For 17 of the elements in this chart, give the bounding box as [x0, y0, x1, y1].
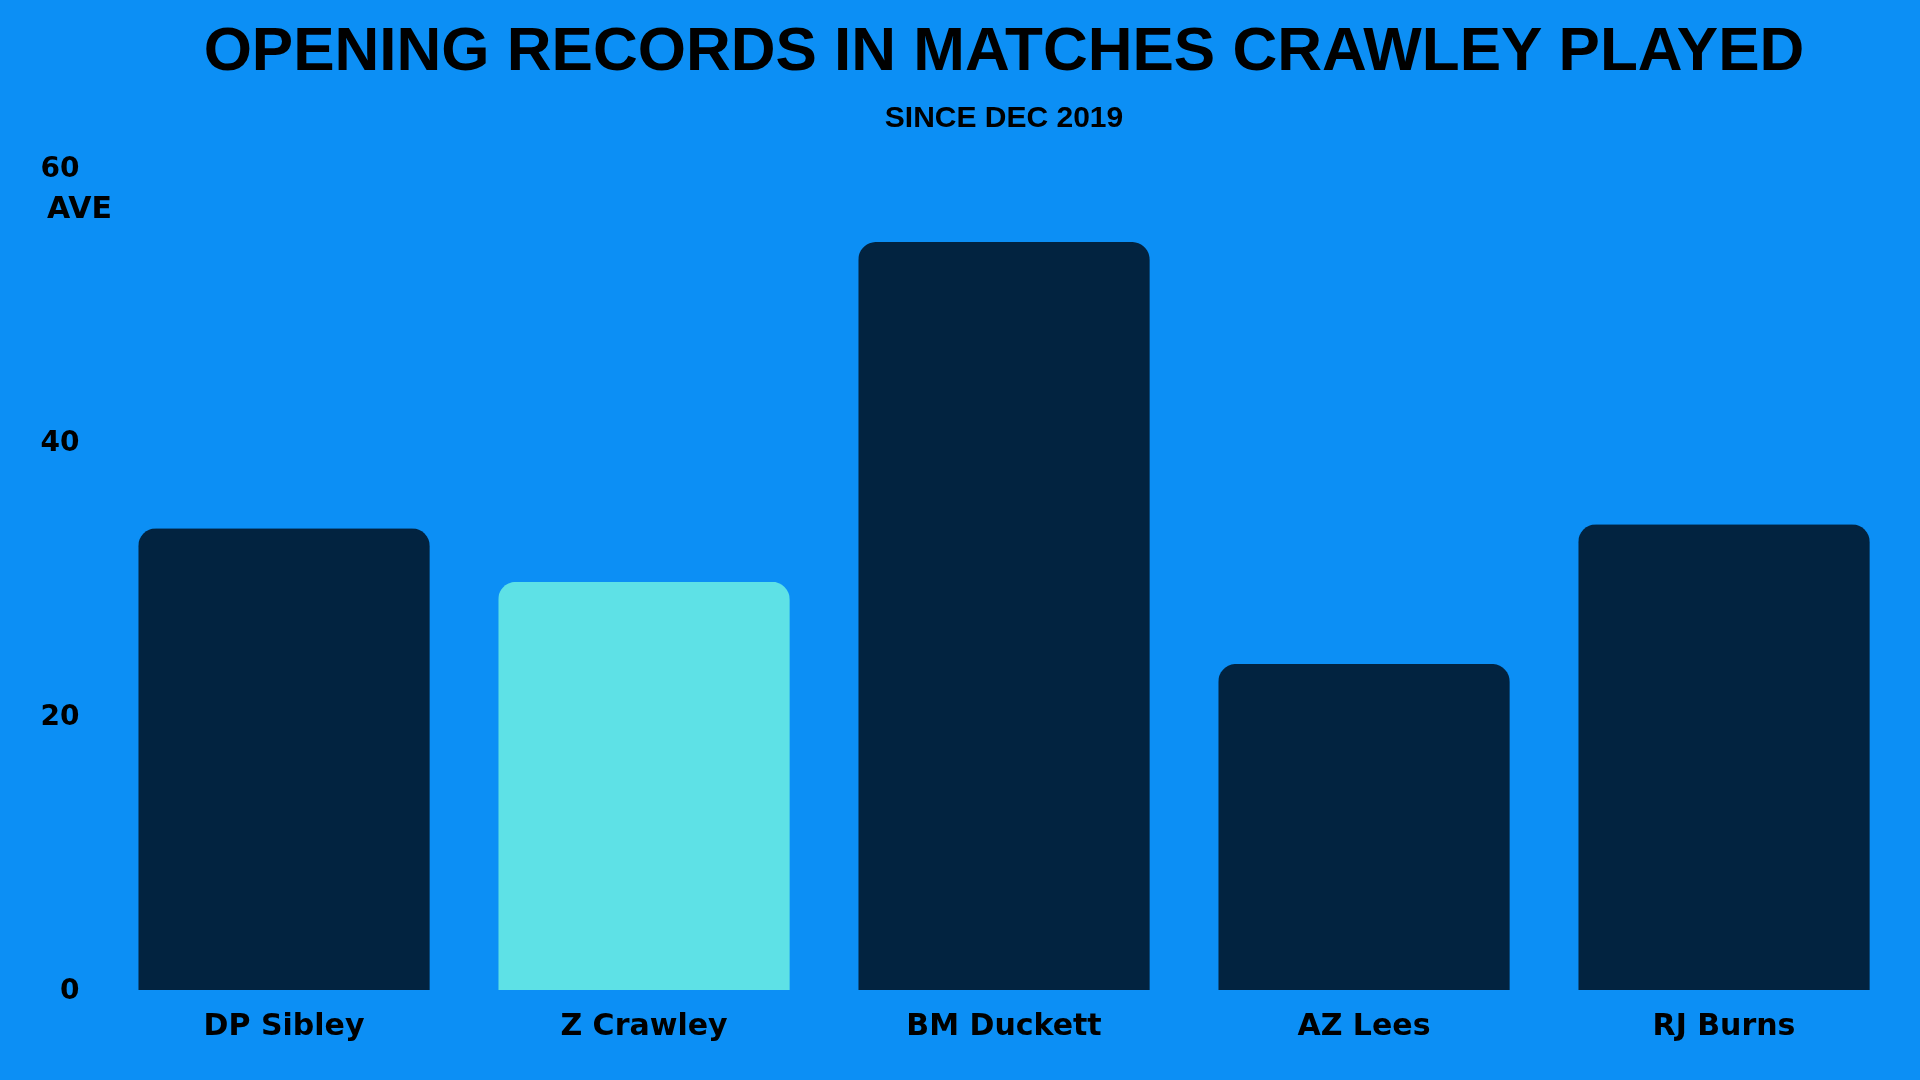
x-tick-label: BM Duckett: [906, 1006, 1102, 1042]
x-tick-label: AZ Lees: [1297, 1006, 1431, 1042]
chart-subtitle: SINCE DEC 2019: [884, 100, 1124, 133]
y-tick-label: 60: [40, 150, 80, 184]
y-tick-label: 40: [40, 424, 80, 458]
x-tick-label: DP Sibley: [203, 1006, 365, 1042]
bar: [1578, 524, 1870, 990]
x-tick-label: Z Crawley: [560, 1006, 729, 1042]
y-axis-title: AVE: [47, 189, 112, 225]
y-tick-label: 20: [40, 698, 80, 732]
bar: [858, 241, 1150, 990]
bar: [138, 528, 430, 990]
chart-title: OPENING RECORDS IN MATCHES CRAWLEY PLAYED: [203, 14, 1805, 83]
x-tick-label: RJ Burns: [1652, 1006, 1796, 1042]
bar: [498, 581, 790, 990]
y-tick-label: 0: [60, 972, 80, 1006]
bar: [1218, 663, 1510, 990]
